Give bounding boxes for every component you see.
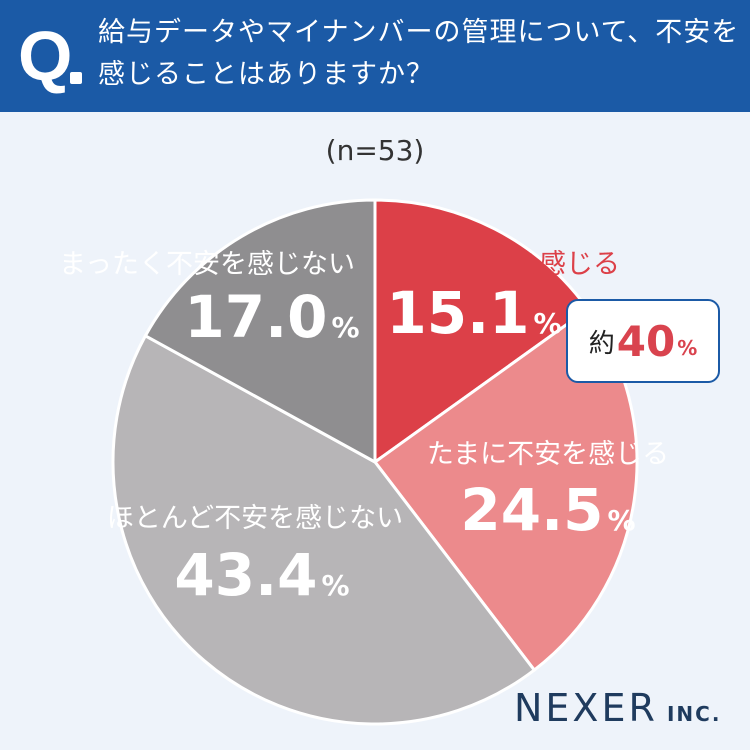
slice-value-1: 15.1%	[386, 279, 561, 347]
slice-label-3: ほとんど不安を感じない	[107, 503, 403, 534]
pie-slice-3	[111, 333, 537, 726]
slice-label-1: よく不安を感じる	[404, 249, 620, 280]
slice-label-2: たまに不安を感じる	[427, 439, 669, 470]
slice-value-3: 43.4%	[174, 541, 349, 609]
sample-size: (n=53)	[325, 134, 425, 167]
question-line-1: 給与データやマイナンバーの管理について、不安を	[98, 17, 740, 48]
callout-unit: %	[677, 336, 698, 360]
nexer-logo: NEXER INC.	[514, 686, 721, 730]
logo-sub: INC.	[666, 702, 722, 726]
question-text: 給与データやマイナンバーの管理について、不安を 感じることはありますか？	[98, 12, 738, 96]
question-line-2: 感じることはありますか？	[98, 59, 434, 90]
logo-main: NEXER	[514, 686, 658, 730]
question-header: Q 給与データやマイナンバーの管理について、不安を 感じることはありますか？	[0, 0, 750, 112]
callout-prefix: 約	[588, 328, 615, 359]
callout-value: 40	[616, 316, 676, 366]
pie-slice-1	[373, 198, 591, 465]
approx-40-callout: 約 40 %	[566, 299, 720, 383]
slice-value-4: 17.0%	[184, 283, 359, 351]
slice-label-4: まったく不安を感じない	[59, 249, 355, 280]
q-mark: Q	[18, 17, 73, 95]
slice-value-2: 24.5%	[460, 476, 635, 544]
pie-slice-4	[143, 198, 377, 465]
q-dot	[70, 72, 82, 84]
